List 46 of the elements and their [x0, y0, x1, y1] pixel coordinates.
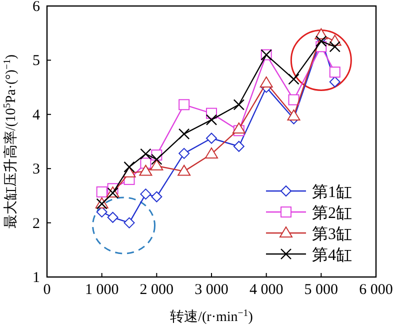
legend-label: 第4缸: [312, 247, 352, 264]
point: [205, 147, 218, 158]
point: [107, 212, 118, 223]
point: [96, 186, 108, 198]
point: [329, 76, 340, 88]
point: [140, 148, 152, 160]
point: [287, 110, 300, 121]
point: [140, 188, 152, 200]
point: [206, 132, 217, 144]
point: [329, 66, 340, 78]
point: [178, 148, 190, 159]
point: [150, 159, 164, 170]
x-axis-title: 转速/(r·min$^{−1}$): [170, 308, 254, 325]
point: [151, 154, 162, 165]
point: [329, 41, 340, 52]
point: [288, 74, 300, 85]
legend-label: 第3缸: [312, 226, 352, 243]
point: [178, 128, 190, 140]
point: [233, 140, 244, 152]
x-tick-label: 3 000: [194, 282, 228, 298]
point: [260, 76, 273, 88]
x-tick-label: 0: [43, 282, 51, 298]
y-tick-label: 4: [32, 107, 40, 124]
y-tick-label: 2: [32, 216, 40, 232]
point: [124, 217, 135, 228]
point: [316, 36, 327, 47]
point: [206, 114, 218, 126]
legend-label: 第2缸: [312, 205, 352, 222]
point: [178, 99, 190, 110]
x-tick-label: 4 000: [249, 282, 284, 298]
point: [139, 164, 152, 176]
point: [178, 164, 191, 176]
point: [288, 94, 300, 106]
point: [124, 161, 135, 173]
x-tick-label: 5 000: [304, 282, 338, 298]
x-tick-label: 2 000: [140, 282, 174, 298]
point: [232, 122, 246, 134]
point: [151, 191, 162, 202]
y-tick-label: 6: [32, 0, 40, 15]
x-tick-label: 1 000: [84, 282, 119, 298]
point: [233, 99, 245, 110]
y-tick-label: 5: [32, 53, 40, 70]
y-tick-label: 3: [32, 162, 40, 178]
y-tick-label: 1: [32, 270, 40, 286]
legend-label: 第1缸: [312, 184, 352, 201]
x-tick-label: 6 000: [359, 282, 393, 298]
